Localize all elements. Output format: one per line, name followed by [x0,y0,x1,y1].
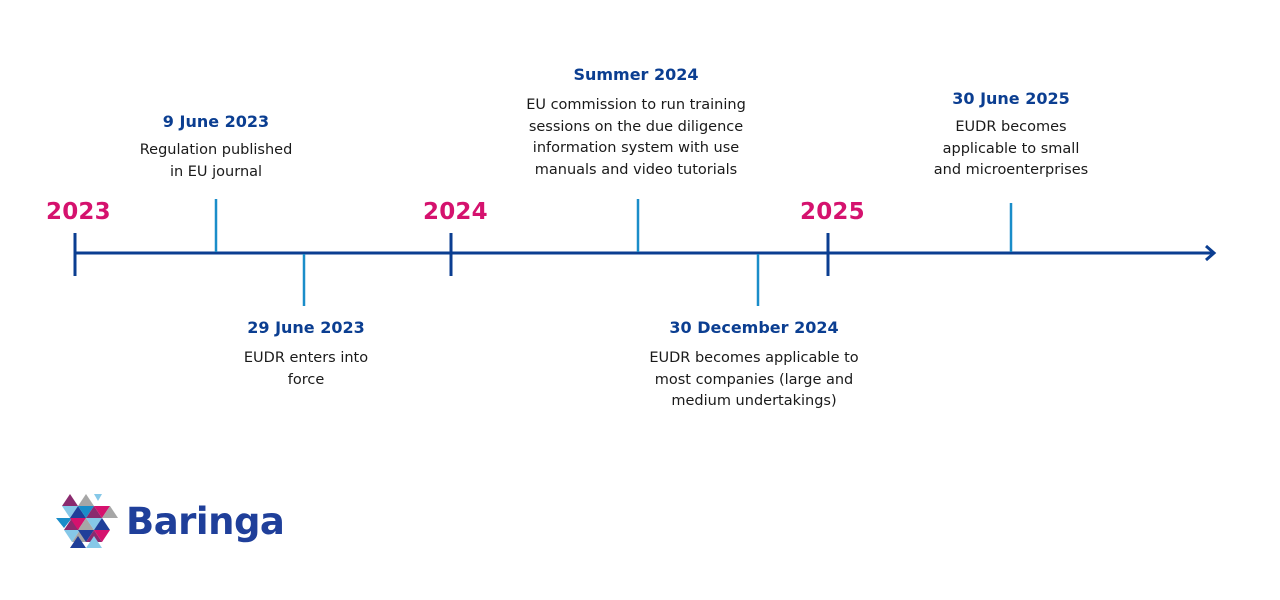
event-9-june-2023: 9 June 2023 Regulation published in EU j… [140,112,293,183]
event-description: EUDR enters into force [243,350,369,388]
baringa-wordmark: Baringa [126,499,285,543]
event-date: 29 June 2023 [247,318,365,337]
event-30-june-2025: 30 June 2025 EUDR becomes applicable to … [934,89,1088,182]
event-description: EU commission to run training sessions o… [526,97,746,178]
event-summer-2024: Summer 2024 EU commission to run trainin… [526,65,746,181]
event-date: 30 June 2025 [952,89,1070,108]
event-description: EUDR becomes applicable to small and mic… [933,119,1089,178]
year-label-2025: 2025 [800,199,865,225]
event-29-june-2023: 29 June 2023 EUDR enters into force [244,318,368,391]
event-date: 30 December 2024 [669,318,839,337]
arrow-right-icon [1205,244,1217,262]
year-label-2023: 2023 [46,199,111,225]
baringa-logo: Baringa [56,492,285,550]
event-date: Summer 2024 [573,65,699,84]
event-date: 9 June 2023 [162,112,270,131]
event-description: EUDR becomes applicable to most companie… [649,350,859,409]
event-30-december-2024: 30 December 2024 EUDR becomes applicable… [649,318,858,413]
baringa-triangles-icon [56,494,118,548]
event-description: Regulation published in EU journal [139,142,293,180]
year-label-2024: 2024 [423,199,488,225]
